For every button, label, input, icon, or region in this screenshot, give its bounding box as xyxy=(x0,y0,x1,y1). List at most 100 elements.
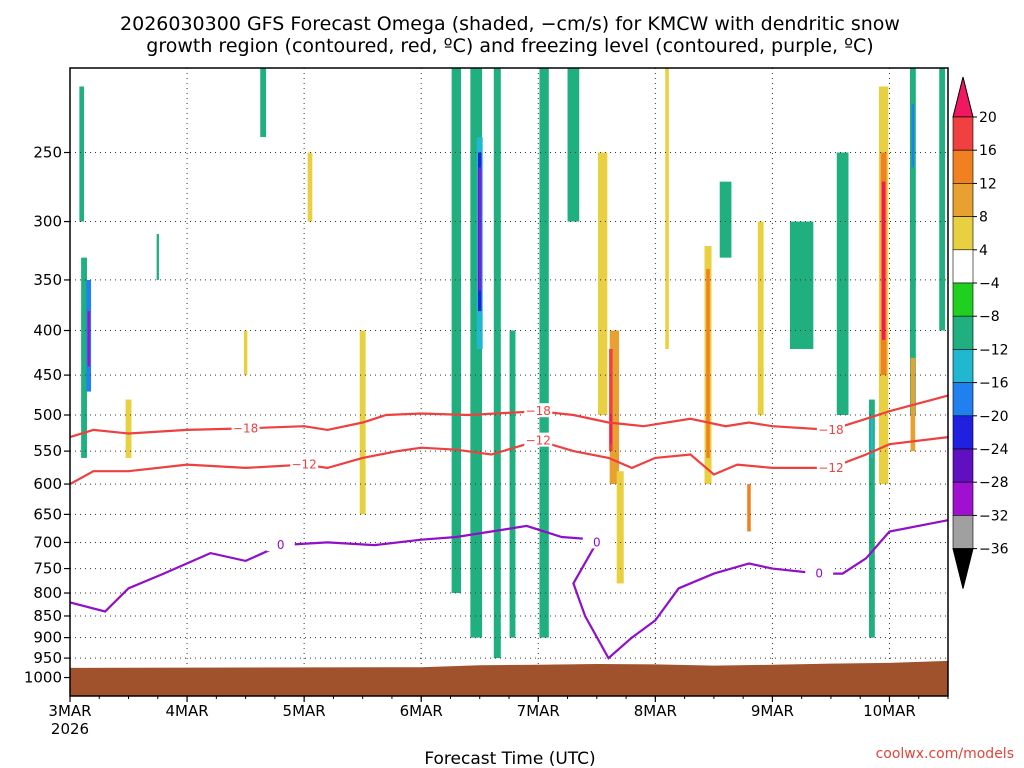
colorbar-segment xyxy=(952,183,974,217)
x-tick-label: 5MAR xyxy=(283,702,326,720)
omega-patch xyxy=(609,415,612,445)
omega-patch xyxy=(597,152,608,416)
colorbar-label: −36 xyxy=(979,542,1009,558)
colorbar-label: −4 xyxy=(979,276,1000,292)
omega-patch xyxy=(243,330,248,376)
colorbar-segment xyxy=(952,481,974,516)
y-tick-label: 750 xyxy=(33,560,62,578)
colorbar-label: −12 xyxy=(979,342,1009,358)
contour-label: −12 xyxy=(291,458,316,472)
x-tick-label: 7MAR xyxy=(517,702,560,720)
contour-label-bg xyxy=(231,420,260,435)
plot-background xyxy=(70,68,948,696)
omega-patch xyxy=(836,152,849,416)
omega-patch xyxy=(747,484,751,532)
omega-patch xyxy=(451,68,462,594)
colorbar-label: −16 xyxy=(979,376,1009,392)
contour-label-bg xyxy=(266,537,295,552)
omega-shading xyxy=(79,68,946,659)
omega-patch xyxy=(307,152,313,222)
colorbar-segment xyxy=(952,382,974,417)
y-tick-label: 300 xyxy=(33,213,62,231)
colorbar: 20 16 12 8 4 −4 −8 −12 −16 −20 −24 −28 −32 −36 xyxy=(952,76,1009,589)
omega-patch xyxy=(539,68,549,638)
colorbar-segment xyxy=(952,282,974,317)
y-tick-label: 850 xyxy=(33,607,62,625)
y-tick-label: 700 xyxy=(33,533,62,551)
x-tick-label: 6MAR xyxy=(400,702,443,720)
colorbar-segment xyxy=(952,149,974,184)
colorbar-segment xyxy=(952,116,974,151)
omega-patch xyxy=(470,68,483,638)
colorbar-label: 16 xyxy=(979,143,997,159)
contour-label: −18 xyxy=(818,423,843,437)
colorbar-label: −8 xyxy=(979,309,1000,325)
y-tick-label: 250 xyxy=(33,144,62,162)
contour-label-bg xyxy=(524,403,553,418)
x-tick-label: 10MAR xyxy=(863,702,916,720)
plot-area: −18 −18 −18 −12 −12 −12 0 0 0 xyxy=(69,67,949,697)
omega-patch xyxy=(939,68,946,331)
colorbar-segment xyxy=(952,448,974,483)
colorbar-label: 12 xyxy=(979,176,997,192)
omega-patch xyxy=(81,257,87,458)
contour-label: −18 xyxy=(233,421,258,435)
omega-patch xyxy=(719,181,732,258)
colorbar-segment xyxy=(952,515,974,549)
colorbar-label: −28 xyxy=(979,475,1009,491)
contour-label-bg xyxy=(290,456,319,471)
y-tick-label: 1000 xyxy=(24,669,62,687)
y-tick-label: 900 xyxy=(33,629,62,647)
omega-patch xyxy=(909,68,916,416)
omega-patch xyxy=(870,415,874,458)
omega-patch xyxy=(79,86,85,222)
contour-label: 0 xyxy=(815,567,823,581)
omega-patch xyxy=(125,399,132,458)
x-tick-label: 9MAR xyxy=(751,702,794,720)
contour-label-bg xyxy=(816,421,845,436)
y-tick-label: 400 xyxy=(33,322,62,340)
omega-patch xyxy=(609,348,613,452)
y-tick-label: 550 xyxy=(33,442,62,460)
y-tick-label: 500 xyxy=(33,406,62,424)
credit-text: coolwx.com/models xyxy=(876,746,1014,762)
colorbar-label: −20 xyxy=(979,409,1009,425)
omega-patch xyxy=(493,68,501,659)
omega-patch xyxy=(789,221,814,349)
colorbar-segment xyxy=(952,249,974,284)
y-tick-label: 650 xyxy=(33,505,62,523)
omega-patch xyxy=(757,221,764,416)
x-tick-label: 4MAR xyxy=(165,702,208,720)
contour-label: 0 xyxy=(277,538,285,552)
contour-label-bg xyxy=(524,432,553,447)
terrain-below-surface xyxy=(70,660,948,696)
omega-patch xyxy=(665,68,669,349)
omega-patch xyxy=(478,167,481,291)
contour-label-bg xyxy=(816,459,845,474)
y-tick-label: 950 xyxy=(33,649,62,667)
colorbar-label: −32 xyxy=(979,508,1009,524)
chart-title-line1: 2026030300 GFS Forecast Omega (shaded, −… xyxy=(120,13,900,35)
y-axis-ticks: 250 300 350 400 450 500 550 600 650 700 750 800 850 9… xyxy=(24,144,70,687)
omega-patch xyxy=(609,330,620,485)
colorbar-segment xyxy=(952,415,974,450)
chart-title-line2: growth region (contoured, red, ºC) and f… xyxy=(146,35,873,57)
omega-patch xyxy=(260,68,267,138)
omega-patch xyxy=(567,68,580,222)
contour-label: −12 xyxy=(818,461,843,475)
x-tick-sublabel: 2026 xyxy=(51,720,89,738)
y-tick-label: 600 xyxy=(33,475,62,493)
y-tick-label: 450 xyxy=(33,366,62,384)
omega-patch xyxy=(509,330,516,638)
omega-patch xyxy=(706,268,710,458)
contour-label: 0 xyxy=(593,535,601,549)
contour-label: −18 xyxy=(526,404,551,418)
y-tick-label: 800 xyxy=(33,584,62,602)
colorbar-segment xyxy=(952,216,974,251)
colorbar-segment xyxy=(952,349,974,383)
temperature-contours: −18 −18 −18 −12 −12 −12 0 0 0 xyxy=(69,394,949,660)
colorbar-label: −24 xyxy=(979,442,1009,458)
colorbar-bottom-arrow xyxy=(952,548,974,589)
